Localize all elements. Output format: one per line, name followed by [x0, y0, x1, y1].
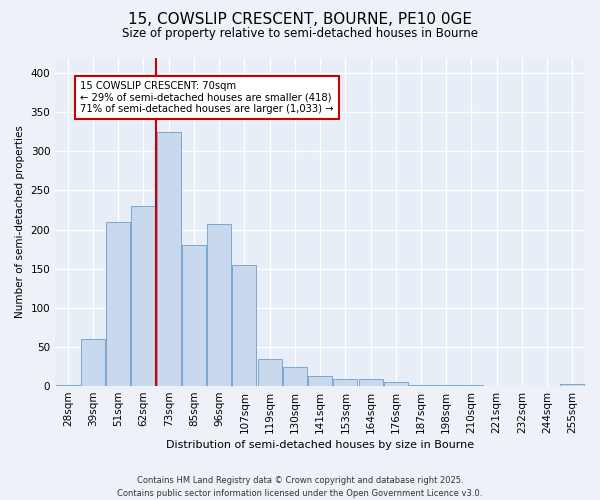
Bar: [384, 382, 408, 386]
Text: Size of property relative to semi-detached houses in Bourne: Size of property relative to semi-detach…: [122, 28, 478, 40]
Bar: [81, 339, 105, 386]
Y-axis label: Number of semi-detached properties: Number of semi-detached properties: [15, 126, 25, 318]
Bar: [232, 265, 256, 386]
Text: 15 COWSLIP CRESCENT: 70sqm
← 29% of semi-detached houses are smaller (418)
71% o: 15 COWSLIP CRESCENT: 70sqm ← 29% of semi…: [80, 81, 334, 114]
Bar: [182, 246, 206, 386]
X-axis label: Distribution of semi-detached houses by size in Bourne: Distribution of semi-detached houses by …: [166, 440, 474, 450]
Bar: [56, 384, 80, 386]
Bar: [157, 132, 181, 386]
Text: 15, COWSLIP CRESCENT, BOURNE, PE10 0GE: 15, COWSLIP CRESCENT, BOURNE, PE10 0GE: [128, 12, 472, 28]
Text: Contains HM Land Registry data © Crown copyright and database right 2025.
Contai: Contains HM Land Registry data © Crown c…: [118, 476, 482, 498]
Bar: [308, 376, 332, 386]
Bar: [334, 379, 357, 386]
Bar: [207, 224, 231, 386]
Bar: [257, 358, 281, 386]
Bar: [359, 379, 383, 386]
Bar: [106, 222, 130, 386]
Bar: [283, 366, 307, 386]
Bar: [560, 384, 584, 386]
Bar: [409, 384, 433, 386]
Bar: [131, 206, 155, 386]
